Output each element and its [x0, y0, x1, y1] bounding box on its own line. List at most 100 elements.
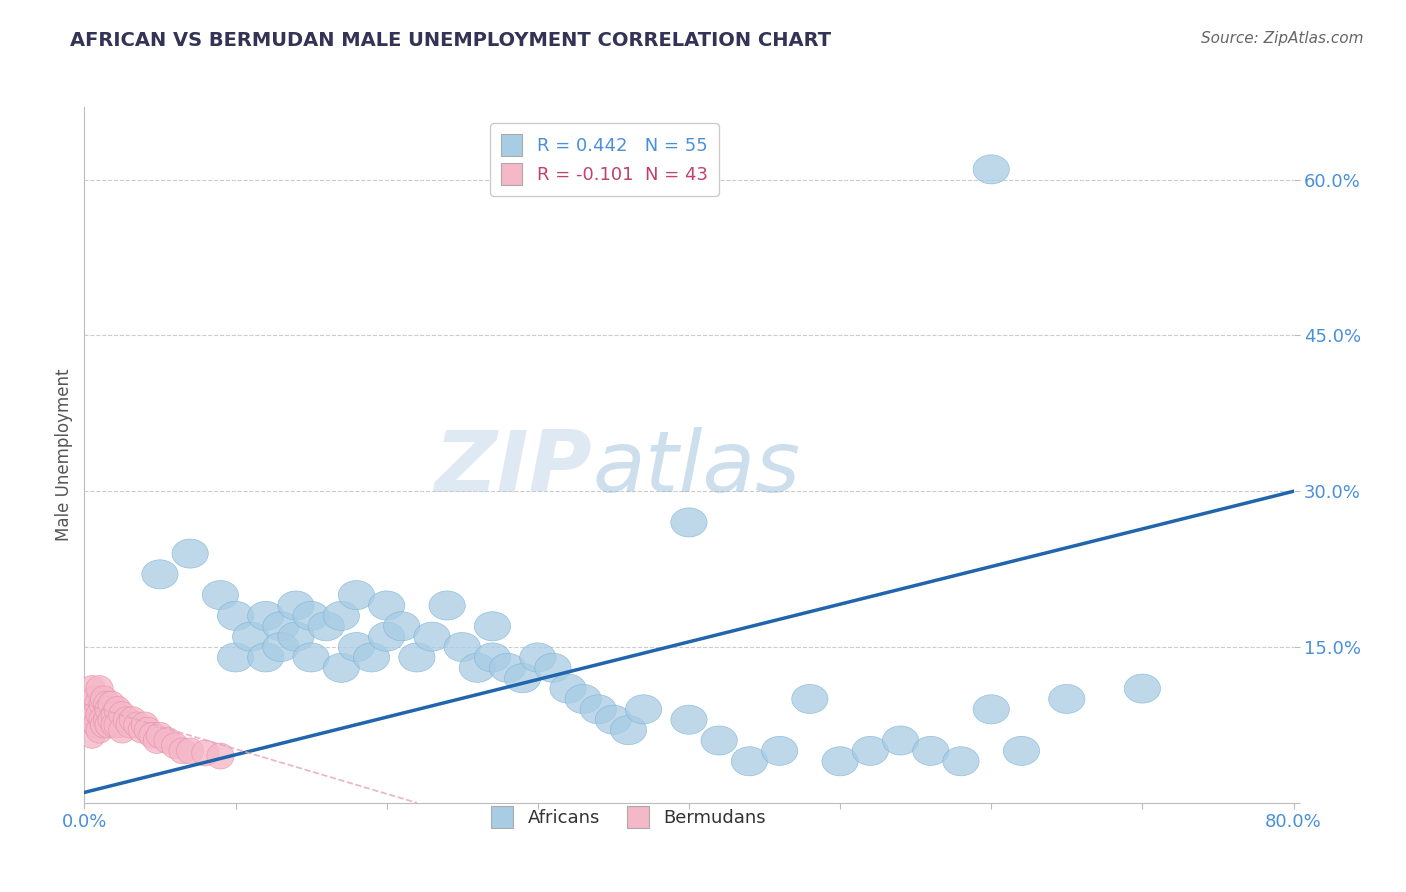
Ellipse shape — [79, 691, 105, 717]
Ellipse shape — [218, 643, 253, 672]
Ellipse shape — [79, 723, 105, 748]
Ellipse shape — [112, 706, 141, 732]
Ellipse shape — [565, 684, 602, 714]
Ellipse shape — [762, 736, 797, 765]
Ellipse shape — [101, 712, 128, 738]
Ellipse shape — [96, 697, 122, 723]
Ellipse shape — [671, 508, 707, 537]
Ellipse shape — [474, 612, 510, 640]
Ellipse shape — [384, 612, 420, 640]
Ellipse shape — [90, 712, 118, 738]
Ellipse shape — [368, 591, 405, 620]
Ellipse shape — [610, 715, 647, 745]
Ellipse shape — [292, 643, 329, 672]
Ellipse shape — [1049, 684, 1085, 714]
Ellipse shape — [90, 686, 118, 712]
Ellipse shape — [79, 675, 105, 701]
Ellipse shape — [973, 155, 1010, 184]
Ellipse shape — [534, 653, 571, 682]
Ellipse shape — [128, 717, 156, 743]
Ellipse shape — [247, 643, 284, 672]
Ellipse shape — [353, 643, 389, 672]
Ellipse shape — [120, 706, 146, 732]
Ellipse shape — [263, 632, 299, 662]
Ellipse shape — [278, 622, 314, 651]
Ellipse shape — [169, 738, 197, 764]
Ellipse shape — [86, 701, 112, 728]
Ellipse shape — [292, 601, 329, 631]
Ellipse shape — [581, 695, 616, 724]
Ellipse shape — [444, 632, 481, 662]
Ellipse shape — [339, 581, 374, 609]
Ellipse shape — [86, 675, 112, 701]
Ellipse shape — [124, 712, 150, 738]
Ellipse shape — [1125, 674, 1160, 703]
Text: Source: ZipAtlas.com: Source: ZipAtlas.com — [1201, 31, 1364, 46]
Ellipse shape — [98, 691, 125, 717]
Ellipse shape — [82, 701, 108, 728]
Ellipse shape — [79, 706, 105, 732]
Ellipse shape — [108, 701, 136, 728]
Ellipse shape — [143, 728, 170, 754]
Ellipse shape — [595, 706, 631, 734]
Ellipse shape — [142, 560, 179, 589]
Ellipse shape — [460, 653, 495, 682]
Ellipse shape — [520, 643, 555, 672]
Ellipse shape — [671, 706, 707, 734]
Ellipse shape — [702, 726, 737, 755]
Ellipse shape — [131, 712, 159, 738]
Ellipse shape — [413, 622, 450, 651]
Ellipse shape — [177, 738, 204, 764]
Ellipse shape — [117, 712, 143, 738]
Ellipse shape — [626, 695, 662, 724]
Ellipse shape — [308, 612, 344, 640]
Ellipse shape — [89, 706, 117, 732]
Ellipse shape — [96, 712, 122, 738]
Y-axis label: Male Unemployment: Male Unemployment — [55, 368, 73, 541]
Text: AFRICAN VS BERMUDAN MALE UNEMPLOYMENT CORRELATION CHART: AFRICAN VS BERMUDAN MALE UNEMPLOYMENT CO… — [70, 31, 831, 50]
Text: atlas: atlas — [592, 427, 800, 510]
Ellipse shape — [232, 622, 269, 651]
Ellipse shape — [505, 664, 541, 693]
Ellipse shape — [823, 747, 858, 776]
Ellipse shape — [912, 736, 949, 765]
Ellipse shape — [883, 726, 918, 755]
Ellipse shape — [172, 539, 208, 568]
Ellipse shape — [93, 691, 121, 717]
Ellipse shape — [104, 712, 131, 738]
Ellipse shape — [429, 591, 465, 620]
Ellipse shape — [218, 601, 253, 631]
Ellipse shape — [202, 581, 239, 609]
Ellipse shape — [101, 701, 128, 728]
Text: ZIP: ZIP — [434, 427, 592, 510]
Ellipse shape — [323, 601, 360, 631]
Ellipse shape — [82, 686, 108, 712]
Ellipse shape — [162, 732, 188, 759]
Ellipse shape — [852, 736, 889, 765]
Ellipse shape — [731, 747, 768, 776]
Ellipse shape — [489, 653, 526, 682]
Ellipse shape — [339, 632, 374, 662]
Ellipse shape — [134, 717, 162, 743]
Ellipse shape — [89, 691, 117, 717]
Ellipse shape — [399, 643, 434, 672]
Ellipse shape — [263, 612, 299, 640]
Ellipse shape — [139, 723, 166, 748]
Ellipse shape — [278, 591, 314, 620]
Ellipse shape — [323, 653, 360, 682]
Ellipse shape — [83, 712, 110, 738]
Ellipse shape — [98, 706, 125, 732]
Ellipse shape — [86, 717, 112, 743]
Ellipse shape — [93, 706, 121, 732]
Ellipse shape — [368, 622, 405, 651]
Ellipse shape — [207, 743, 233, 769]
Ellipse shape — [973, 695, 1010, 724]
Ellipse shape — [247, 601, 284, 631]
Ellipse shape — [1004, 736, 1039, 765]
Ellipse shape — [792, 684, 828, 714]
Ellipse shape — [84, 691, 111, 717]
Ellipse shape — [108, 717, 136, 743]
Ellipse shape — [943, 747, 979, 776]
Ellipse shape — [474, 643, 510, 672]
Ellipse shape — [550, 674, 586, 703]
